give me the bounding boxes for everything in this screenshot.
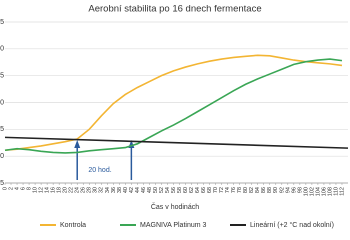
x-tick-label: 82 — [249, 187, 255, 193]
chart-title: Aerobní stabilita po 16 dnech fermentace — [88, 4, 261, 15]
x-tick-label: 46 — [141, 187, 147, 193]
x-tick-label: 80 — [243, 187, 249, 193]
x-tick-label: 36 — [111, 187, 117, 193]
y-tick-label: 20 — [0, 153, 4, 160]
x-tick-label: 70 — [213, 187, 219, 193]
x-tick-label: 88 — [267, 187, 273, 193]
x-tick-label: 24 — [75, 187, 81, 193]
x-tick-label: 14 — [45, 187, 51, 193]
x-tick-label: 98 — [297, 187, 303, 193]
x-tick-label: 112 — [339, 187, 345, 196]
x-tick-label: 6 — [21, 187, 27, 190]
x-tick-label: 78 — [237, 187, 243, 193]
y-tick-label: 30 — [0, 99, 4, 106]
x-tick-label: 104 — [315, 187, 321, 196]
x-tick-label: 50 — [153, 187, 159, 193]
y-tick-label: 40 — [0, 46, 4, 53]
annotation: 20 hod. — [88, 167, 111, 174]
x-tick-label: 28 — [87, 187, 93, 193]
x-tick-label: 64 — [195, 187, 201, 193]
x-tick-label: 84 — [255, 187, 261, 193]
x-tick-label: 92 — [279, 187, 285, 193]
x-tick-label: 94 — [285, 187, 291, 193]
x-tick-label: 22 — [69, 187, 75, 193]
line-series — [4, 58, 343, 154]
x-tick-label: 100 — [303, 187, 309, 196]
x-tick-label: 96 — [291, 187, 297, 193]
x-tick-label: 44 — [135, 187, 141, 193]
x-tick-label: 68 — [207, 187, 213, 193]
x-tick-label: 52 — [159, 187, 165, 193]
x-tick-label: 26 — [81, 187, 87, 193]
x-tick-label: 16 — [51, 187, 57, 193]
x-tick-label: 2 — [8, 187, 14, 190]
x-tick-label: 32 — [99, 187, 105, 193]
x-tick-label: 106 — [321, 187, 327, 196]
x-tick-label: 42 — [129, 187, 135, 193]
x-tick-label: 34 — [105, 187, 111, 193]
x-tick-label: 54 — [165, 187, 171, 193]
chart: Aerobní stabilita po 16 dnech fermentace… — [0, 4, 349, 229]
x-tick-label: 110 — [333, 187, 339, 196]
y-tick-label: 25 — [0, 126, 4, 133]
y-tick-label: 45 — [0, 19, 4, 26]
x-tick-label: 86 — [261, 187, 267, 193]
x-tick-label: 48 — [147, 187, 153, 193]
x-tick-label: 90 — [273, 187, 279, 193]
x-tick-label: 60 — [183, 187, 189, 193]
x-tick-label: 12 — [39, 187, 45, 193]
x-tick-label: 10 — [33, 187, 39, 193]
x-tick-label: 108 — [327, 187, 333, 196]
x-tick-label: 72 — [219, 187, 225, 193]
x-tick-label: 74 — [225, 187, 231, 193]
x-axis-title: Čas v hodinách — [151, 202, 199, 211]
x-tick-label: 76 — [231, 187, 237, 193]
x-tick-label: 66 — [201, 187, 207, 193]
x-tick-label: 40 — [123, 187, 129, 193]
legend-label: Kontrola — [60, 222, 86, 229]
line-series — [4, 54, 343, 152]
line-series — [4, 136, 349, 149]
y-tick-label: 35 — [0, 73, 4, 80]
y-tick-label: 15 — [0, 180, 4, 187]
x-tick-label: 4 — [14, 187, 20, 190]
x-tick-label: 62 — [189, 187, 195, 193]
x-tick-label: 18 — [57, 187, 63, 193]
arrow-head — [74, 140, 81, 148]
x-tick-label: 102 — [309, 187, 315, 196]
x-tick-label: 8 — [27, 187, 33, 190]
x-tick-label: 38 — [117, 187, 123, 193]
x-tick-label: 56 — [171, 187, 177, 193]
x-tick-label: 0 — [2, 187, 8, 190]
x-tick-label: 20 — [63, 187, 69, 193]
legend-label: Lineární (+2 °C nad okolní) — [250, 221, 334, 229]
x-tick-label: 30 — [93, 187, 99, 193]
legend-label: MAGNIVA Platinum 3 — [140, 222, 207, 229]
x-tick-label: 58 — [177, 187, 183, 193]
